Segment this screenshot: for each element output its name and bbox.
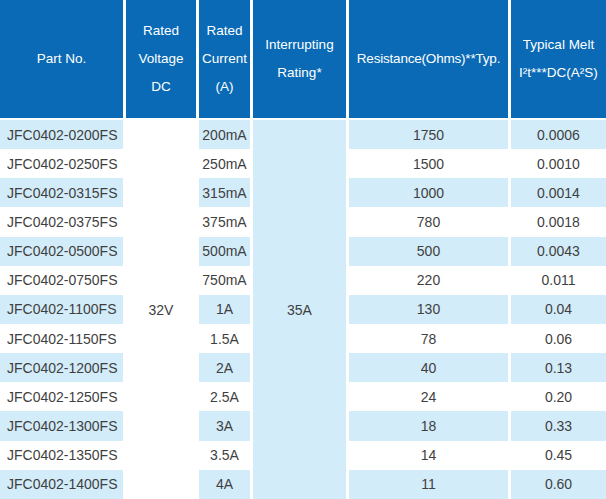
header-label: Voltage (126, 45, 196, 73)
header-label: (A) (199, 73, 250, 101)
part-no-cell: JFC0402-0375FS (0, 207, 126, 236)
header-label: I²t***DC(A²S) (511, 59, 606, 87)
part-no-cell: JFC0402-0750FS (0, 266, 126, 295)
rated-current-cell: 500mA (199, 237, 253, 266)
header-label: Rated (199, 17, 250, 45)
resistance-cell: 780 (349, 207, 511, 236)
resistance-cell: 78 (349, 324, 511, 353)
interrupting-rating-merged-cell: 35A (253, 120, 349, 499)
melt-i2t-cell: 0.06 (511, 324, 606, 353)
rated-current-cell: 2A (199, 353, 253, 382)
resistance-cell: 1000 (349, 178, 511, 207)
melt-i2t-cell: 0.33 (511, 411, 606, 440)
rated-current-cell: 2.5A (199, 382, 253, 411)
resistance-cell: 500 (349, 237, 511, 266)
part-no-cell: JFC0402-1150FS (0, 324, 126, 353)
header-label: Interrupting (253, 31, 346, 59)
part-no-cell: JFC0402-1200FS (0, 353, 126, 382)
rated-current-cell: 200mA (199, 120, 253, 149)
melt-i2t-cell: 0.0014 (511, 178, 606, 207)
rated-current-cell: 3A (199, 411, 253, 440)
rated-current-cell: 1A (199, 295, 253, 324)
header-label: Rating* (253, 59, 346, 87)
col-header-part-no: Part No. (0, 0, 126, 120)
part-no-cell: JFC0402-1100FS (0, 295, 126, 324)
melt-i2t-cell: 0.04 (511, 295, 606, 324)
resistance-cell: 220 (349, 266, 511, 295)
rated-current-cell: 750mA (199, 266, 253, 295)
spec-table-container: Part No. Rated Voltage DC Rated Current … (0, 0, 606, 499)
col-header-resistance: Resistance(Ohms)**Typ. (349, 0, 511, 120)
rated-current-cell: 3.5A (199, 441, 253, 470)
spec-table: Part No. Rated Voltage DC Rated Current … (0, 0, 606, 499)
melt-i2t-cell: 0.0010 (511, 149, 606, 178)
resistance-cell: 40 (349, 353, 511, 382)
melt-i2t-cell: 0.011 (511, 266, 606, 295)
melt-i2t-cell: 0.20 (511, 382, 606, 411)
header-label: Typical Melt (511, 31, 606, 59)
part-no-cell: JFC0402-0250FS (0, 149, 126, 178)
table-body: JFC0402-0200FS32V200mA35A17500.0006JFC04… (0, 120, 606, 499)
melt-i2t-cell: 0.0006 (511, 120, 606, 149)
rated-current-cell: 375mA (199, 207, 253, 236)
rated-current-cell: 315mA (199, 178, 253, 207)
header-label: Resistance(Ohms)**Typ. (349, 45, 508, 73)
melt-i2t-cell: 0.0043 (511, 237, 606, 266)
melt-i2t-cell: 0.45 (511, 441, 606, 470)
table-header: Part No. Rated Voltage DC Rated Current … (0, 0, 606, 120)
resistance-cell: 1750 (349, 120, 511, 149)
part-no-cell: JFC0402-0315FS (0, 178, 126, 207)
header-label: Current (199, 45, 250, 73)
melt-i2t-cell: 0.13 (511, 353, 606, 382)
resistance-cell: 14 (349, 441, 511, 470)
part-no-cell: JFC0402-1300FS (0, 411, 126, 440)
rated-voltage-merged-cell: 32V (126, 120, 199, 499)
resistance-cell: 11 (349, 470, 511, 499)
rated-current-cell: 4A (199, 470, 253, 499)
resistance-cell: 18 (349, 411, 511, 440)
header-label: DC (126, 73, 196, 101)
header-row: Part No. Rated Voltage DC Rated Current … (0, 0, 606, 120)
col-header-rated-current: Rated Current (A) (199, 0, 253, 120)
resistance-cell: 1500 (349, 149, 511, 178)
table-row: JFC0402-0200FS32V200mA35A17500.0006 (0, 120, 606, 149)
melt-i2t-cell: 0.0018 (511, 207, 606, 236)
part-no-cell: JFC0402-0500FS (0, 237, 126, 266)
part-no-cell: JFC0402-1250FS (0, 382, 126, 411)
col-header-interrupting-rating: Interrupting Rating* (253, 0, 349, 120)
part-no-cell: JFC0402-1350FS (0, 441, 126, 470)
melt-i2t-cell: 0.60 (511, 470, 606, 499)
part-no-cell: JFC0402-0200FS (0, 120, 126, 149)
resistance-cell: 130 (349, 295, 511, 324)
rated-current-cell: 250mA (199, 149, 253, 178)
rated-current-cell: 1.5A (199, 324, 253, 353)
header-label: Rated (126, 17, 196, 45)
col-header-rated-voltage: Rated Voltage DC (126, 0, 199, 120)
part-no-cell: JFC0402-1400FS (0, 470, 126, 499)
resistance-cell: 24 (349, 382, 511, 411)
header-label: Part No. (0, 45, 123, 73)
col-header-typical-melt: Typical Melt I²t***DC(A²S) (511, 0, 606, 120)
